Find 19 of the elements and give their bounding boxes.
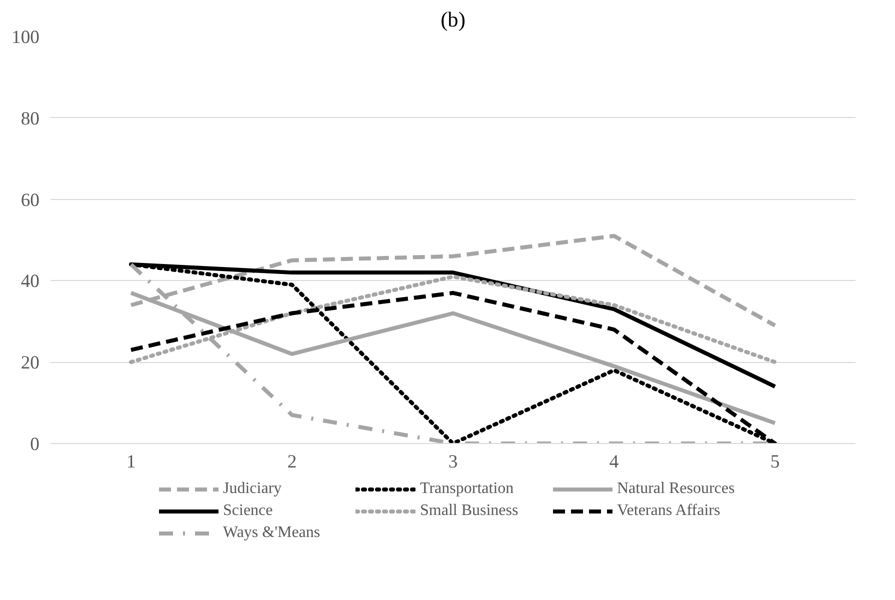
y-tick-label: 60 [20, 190, 40, 211]
legend-label: Transportation [420, 480, 515, 498]
y-tick-label: 0 [30, 434, 40, 455]
chart-title: (b) [440, 8, 466, 32]
legend-label: Veterans Affairs [617, 502, 722, 520]
legend-label: Small Business [420, 502, 520, 520]
y-tick-label: 100 [12, 27, 40, 48]
x-tick-label: 5 [770, 452, 780, 472]
x-tick-label: 2 [287, 452, 297, 472]
y-tick-label: 40 [20, 271, 40, 292]
x-tick-label: 4 [609, 452, 620, 472]
x-tick-label: 1 [126, 452, 136, 472]
legend-label: Natural Resources [617, 480, 736, 498]
legend-label: Ways &'Means [223, 524, 322, 542]
x-tick-label: 3 [448, 452, 458, 472]
y-tick-label: 20 [20, 352, 40, 374]
legend-label: Judiciary [223, 480, 283, 498]
y-tick-label: 80 [20, 108, 40, 130]
legend-label: Science [223, 502, 274, 520]
